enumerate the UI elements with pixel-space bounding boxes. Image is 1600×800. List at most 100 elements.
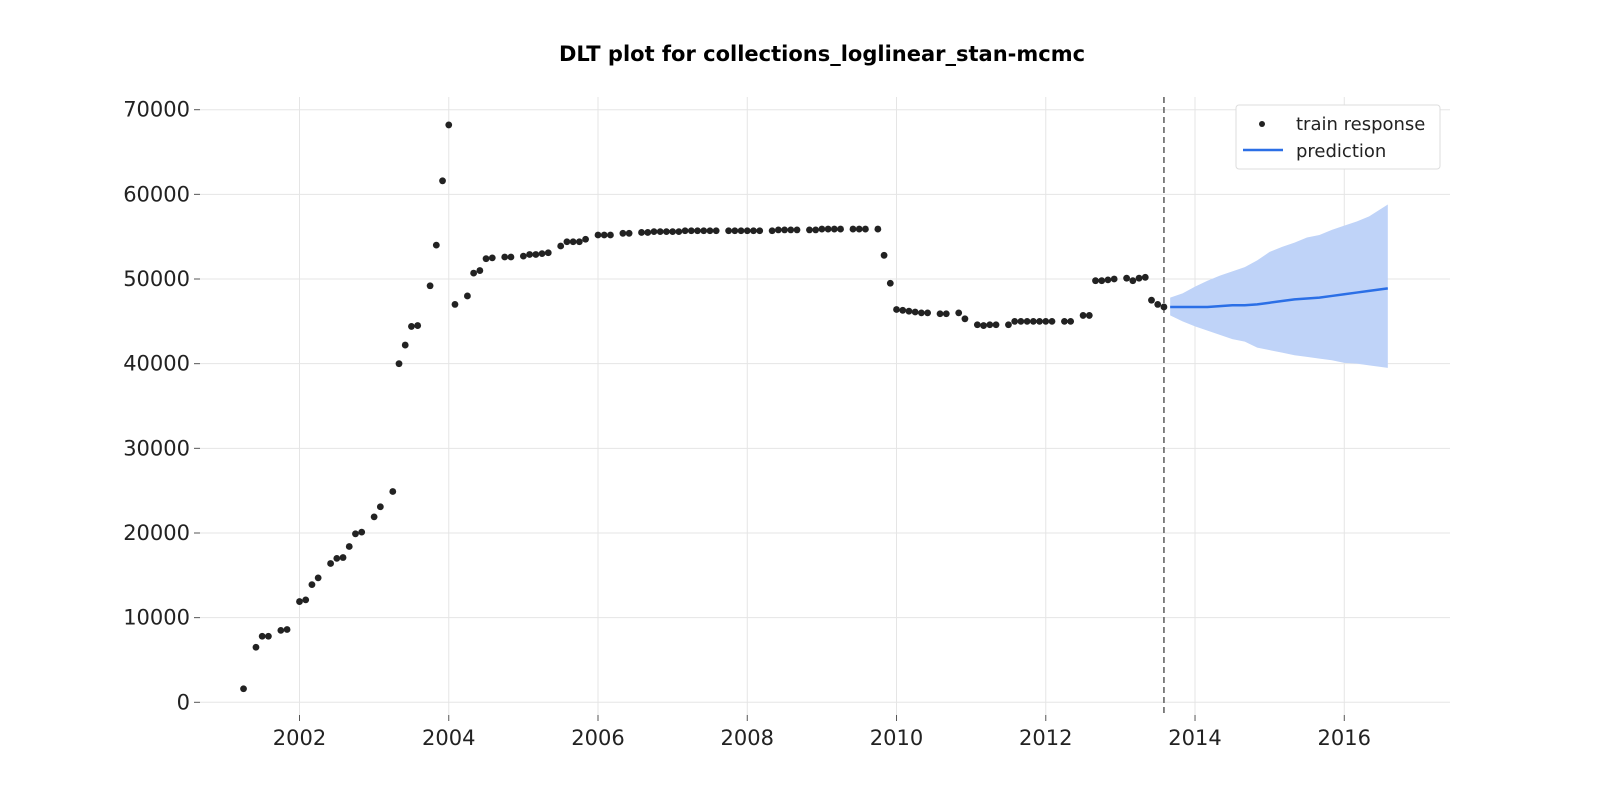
train-response-point (544, 249, 552, 257)
train-response-point (408, 323, 415, 330)
train-response-point (743, 227, 751, 235)
legend: train response prediction (1235, 104, 1441, 170)
train-response-point (1135, 274, 1143, 282)
x-tick-label: 2012 (1019, 726, 1072, 750)
train-response-point (756, 227, 764, 235)
train-response-point (600, 231, 608, 239)
train-response-point (395, 360, 403, 368)
train-response-point (737, 227, 745, 235)
x-tick-label: 2008 (721, 726, 774, 750)
train-response-point (507, 253, 515, 261)
train-response-point (656, 228, 664, 236)
train-response-point (1123, 274, 1131, 282)
train-response-point (1061, 317, 1068, 325)
train-response-point (961, 315, 969, 323)
train-response-point (445, 121, 453, 129)
train-response-point (1079, 312, 1087, 319)
train-response-point (806, 226, 813, 234)
y-tick-label: 70000 (123, 98, 190, 122)
train-response-point (706, 227, 714, 235)
train-response-point (1048, 317, 1056, 325)
train-response-point (768, 227, 776, 235)
y-tick-label: 40000 (123, 352, 190, 376)
train-response-point (451, 301, 459, 308)
train-response-point (774, 226, 782, 234)
train-response-point (370, 513, 378, 521)
train-response-point (874, 225, 882, 233)
train-response-point (258, 632, 266, 640)
x-tick-label: 2002 (273, 726, 326, 750)
train-response-point (1005, 321, 1012, 329)
train-response-point (302, 596, 310, 604)
train-response-point (470, 269, 478, 277)
train-response-point (818, 225, 826, 233)
train-response-point (432, 241, 440, 249)
train-response-point (905, 307, 913, 315)
train-response-point (942, 310, 950, 318)
train-response-point (619, 229, 627, 237)
train-response-point (575, 238, 583, 246)
x-tick-label: 2004 (422, 726, 475, 750)
legend-box (1235, 104, 1441, 170)
train-response-point (333, 554, 341, 562)
legend-label-train-response: train response (1296, 114, 1425, 135)
train-response-point (569, 238, 577, 246)
train-response-point (1160, 303, 1168, 311)
train-response-point (911, 308, 919, 316)
grid (200, 97, 1450, 715)
train-response-point (327, 560, 334, 567)
train-response-point (924, 309, 932, 317)
chart-title: DLT plot for collections_loglinear_stan-… (559, 42, 1085, 66)
x-tick-label: 2016 (1318, 726, 1371, 750)
train-response-point (650, 228, 658, 236)
train-response-point (694, 227, 701, 235)
train-response-point (1098, 277, 1106, 285)
train-response-point (899, 306, 907, 314)
train-response-point (519, 252, 527, 260)
x-tick-label: 2010 (870, 726, 923, 750)
train-response-point (1129, 277, 1137, 285)
y-tick-label: 30000 (123, 436, 190, 460)
train-response-point (1092, 277, 1099, 285)
train-response-point (849, 225, 857, 233)
train-response-point (526, 251, 534, 258)
train-response-point (283, 626, 291, 633)
train-response-point (638, 229, 645, 236)
train-response-point (669, 228, 677, 236)
train-response-point (557, 242, 565, 250)
train-response-point (1141, 273, 1149, 281)
train-response-point (830, 225, 838, 233)
train-response-point (439, 177, 446, 185)
train-response-point (725, 227, 733, 235)
y-tick-label: 50000 (123, 267, 190, 291)
axis-ticks: 0 10000 20000 30000 40000 50000 60000 70000 2002… (123, 98, 1371, 750)
train-response-point (1036, 317, 1043, 325)
train-response-point (426, 282, 434, 290)
train-response-point (358, 528, 366, 536)
y-tick-label: 0 (177, 690, 190, 714)
train-response-point (314, 574, 322, 582)
train-response-point (389, 488, 397, 495)
train-response-point (955, 309, 963, 317)
prediction-line-layer (1170, 287, 1388, 309)
train-response-point (476, 267, 484, 274)
train-response-point (352, 530, 359, 538)
train-response-point (663, 228, 670, 236)
train-response-point (750, 227, 757, 235)
train-response-point (936, 310, 944, 318)
train-response-point (252, 643, 260, 651)
train-response-point (824, 225, 832, 233)
train-response-point (488, 254, 496, 262)
train-response-point (1023, 317, 1031, 325)
train-response-point (992, 321, 1000, 329)
train-response-point (862, 225, 869, 233)
train-response-point (265, 632, 272, 640)
train-response-point (644, 229, 652, 236)
train-response-point (414, 322, 422, 329)
x-tick-label: 2006 (571, 726, 624, 750)
train-response-point (980, 322, 987, 329)
train-response-point (240, 685, 247, 693)
train-response-point (893, 306, 900, 313)
train-response-point (1104, 276, 1112, 284)
